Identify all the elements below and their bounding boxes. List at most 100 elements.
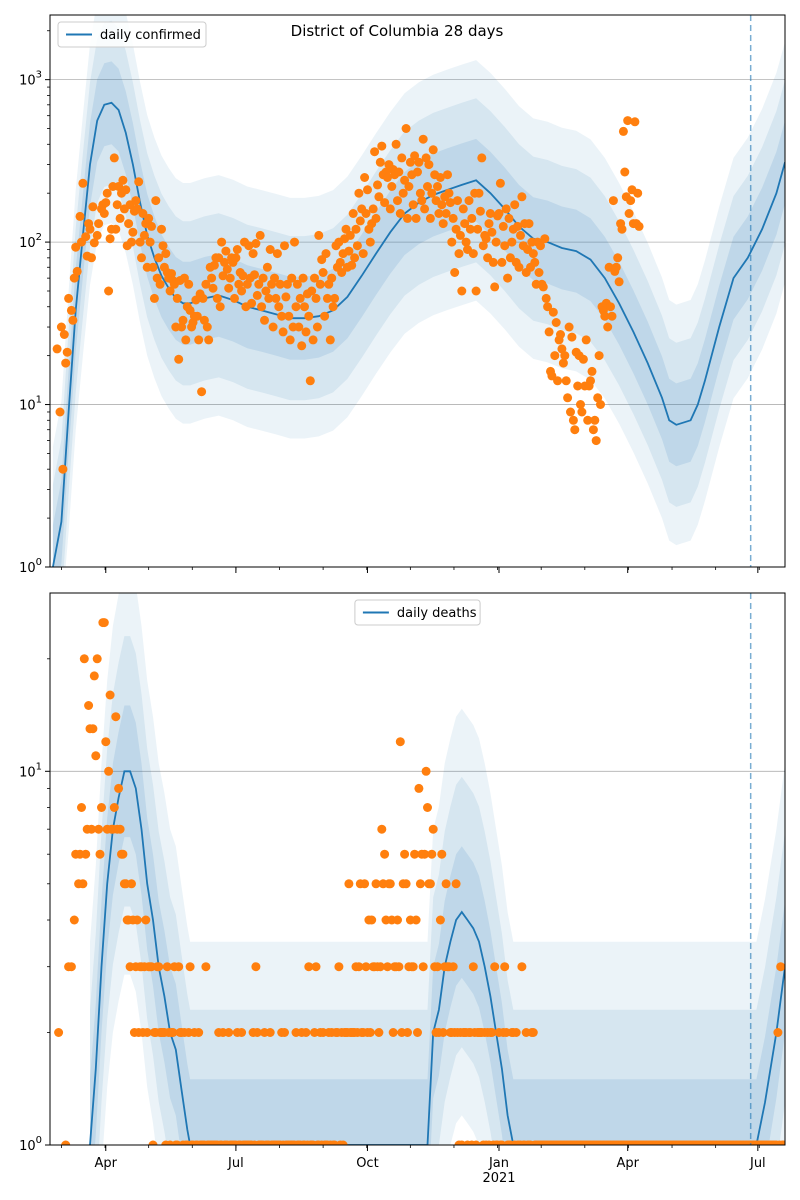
y-tick-label: 101 xyxy=(19,395,42,414)
observed-point xyxy=(304,962,314,972)
y-tick-label: 101 xyxy=(19,761,42,780)
model-line xyxy=(52,101,785,567)
observed-point xyxy=(292,279,302,289)
observed-point xyxy=(620,167,630,177)
observed-point xyxy=(154,962,164,972)
observed-point xyxy=(448,213,458,223)
observed-point xyxy=(277,311,287,321)
observed-point xyxy=(437,200,447,210)
observed-point xyxy=(414,157,424,167)
observed-point xyxy=(624,209,634,218)
observed-point xyxy=(85,224,95,234)
observed-point xyxy=(352,241,362,251)
observed-point xyxy=(513,221,523,231)
observed-point xyxy=(383,173,392,182)
observed-point xyxy=(425,879,435,889)
observed-point xyxy=(380,849,390,859)
observed-point xyxy=(290,237,299,247)
observed-point xyxy=(455,230,465,240)
observed-point xyxy=(128,227,138,237)
observed-point xyxy=(284,311,294,321)
observed-point xyxy=(281,292,291,302)
x-tick-year-label: 2021 xyxy=(482,1171,515,1186)
observed-point xyxy=(607,311,617,321)
observed-point xyxy=(89,238,99,248)
observed-point xyxy=(408,200,418,210)
observed-point xyxy=(393,196,402,206)
observed-point xyxy=(468,249,478,259)
observed-point xyxy=(337,268,347,277)
observed-point xyxy=(131,196,141,206)
observed-point xyxy=(423,803,432,812)
observed-point xyxy=(265,245,275,254)
observed-point xyxy=(425,213,435,223)
observed-point xyxy=(634,221,644,231)
observed-point xyxy=(260,315,269,325)
observed-point xyxy=(385,204,395,214)
observed-point xyxy=(224,283,234,293)
observed-point xyxy=(394,167,404,177)
observed-point xyxy=(272,249,282,259)
y-tick-label: 102 xyxy=(19,232,42,251)
observed-point xyxy=(61,358,71,368)
observed-point xyxy=(427,849,437,859)
observed-point xyxy=(94,219,104,229)
observed-point xyxy=(61,1140,71,1145)
observed-point xyxy=(375,157,385,167)
observed-point xyxy=(101,198,111,208)
observed-point xyxy=(345,230,355,240)
observed-point xyxy=(447,237,457,247)
observed-point xyxy=(633,188,643,198)
observed-point xyxy=(478,241,488,251)
observed-point xyxy=(448,962,458,972)
observed-point xyxy=(244,241,254,251)
observed-point xyxy=(441,209,451,218)
observed-point xyxy=(413,1028,422,1037)
observed-point xyxy=(411,213,421,223)
observed-point xyxy=(87,824,96,834)
observed-point xyxy=(374,1028,384,1037)
observed-point xyxy=(618,126,628,136)
observed-point xyxy=(358,249,368,259)
observed-point xyxy=(112,200,122,210)
observed-point xyxy=(471,286,481,296)
observed-point xyxy=(154,253,164,263)
observed-point xyxy=(404,182,414,191)
observed-point xyxy=(94,824,104,834)
observed-point xyxy=(201,279,211,289)
observed-point xyxy=(121,185,131,195)
observed-point xyxy=(172,293,182,303)
observed-point xyxy=(348,209,358,218)
observed-point xyxy=(91,751,101,761)
observed-point xyxy=(433,182,442,191)
observed-point xyxy=(104,286,114,296)
observed-point xyxy=(287,273,297,283)
observed-point xyxy=(52,344,62,354)
observed-point xyxy=(221,246,231,256)
plot-area xyxy=(50,15,785,567)
observed-point xyxy=(311,962,321,972)
observed-point xyxy=(268,322,278,332)
observed-point xyxy=(583,415,593,425)
observed-point xyxy=(92,654,102,664)
observed-point xyxy=(217,237,227,247)
observed-point xyxy=(97,803,106,812)
observed-point xyxy=(418,134,428,144)
uncertainty-band-2 xyxy=(52,15,785,567)
observed-point xyxy=(315,279,325,289)
observed-point xyxy=(194,335,204,345)
observed-point xyxy=(387,182,397,191)
observed-point xyxy=(427,188,437,198)
observed-point xyxy=(215,302,225,312)
observed-point xyxy=(441,879,451,889)
observed-point xyxy=(257,302,267,312)
observed-point xyxy=(415,188,425,198)
observed-point xyxy=(428,145,438,155)
observed-point xyxy=(318,268,328,277)
observed-point xyxy=(611,262,621,272)
observed-point xyxy=(118,849,128,859)
observed-point xyxy=(127,879,136,889)
observed-point xyxy=(395,737,405,747)
observed-point xyxy=(438,219,448,229)
observed-point xyxy=(92,230,102,240)
